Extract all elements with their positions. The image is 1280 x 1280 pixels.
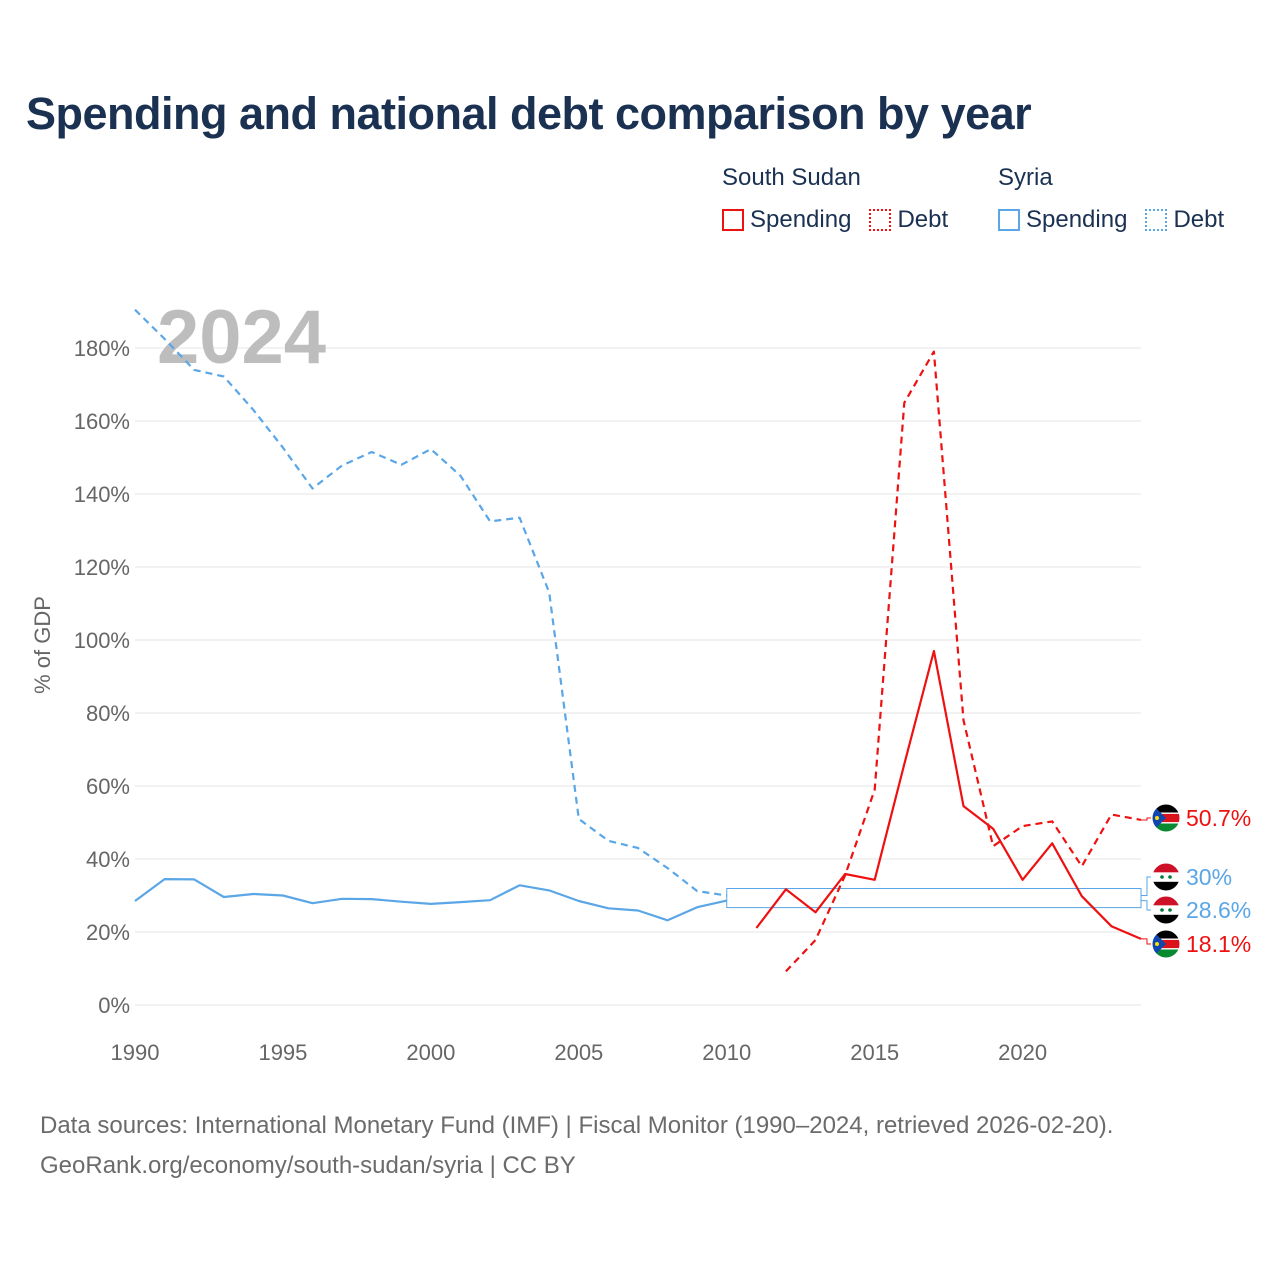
x-tick-label: 1990 xyxy=(111,1040,160,1065)
y-tick-label: 100% xyxy=(74,628,130,653)
x-tick-label: 2010 xyxy=(702,1040,751,1065)
south-sudan-flag-icon xyxy=(1151,803,1181,833)
x-axis: 1990 1995 2000 2005 2010 2015 2020 xyxy=(111,1040,1048,1065)
syria-flag-icon xyxy=(1151,862,1181,892)
x-tick-label: 1995 xyxy=(258,1040,307,1065)
end-label-value: 50.7% xyxy=(1186,805,1251,831)
y-axis: 0% 20% 40% 60% 80% 100% 120% 140% 160% 180% xyxy=(74,336,130,1018)
y-tick-label: 120% xyxy=(74,555,130,580)
y-axis-label: % of GDP xyxy=(30,596,55,694)
legend-swatch-dotted xyxy=(869,209,892,231)
south-sudan-flag-icon xyxy=(1151,929,1181,959)
series-line-syria-debt xyxy=(134,308,727,897)
y-tick-label: 80% xyxy=(86,701,130,726)
x-tick-label: 2005 xyxy=(554,1040,603,1065)
y-tick-label: 140% xyxy=(74,482,130,507)
legend-group-name: South Sudan xyxy=(722,164,861,191)
series-line-south-sudan-debt xyxy=(785,350,1142,973)
legend-swatch-solid xyxy=(722,209,744,231)
end-label-connector xyxy=(1141,876,1151,896)
gridlines xyxy=(135,347,1141,1006)
legend-label: Spending xyxy=(1026,206,1128,233)
legend-group-syria: Syria Spending Debt xyxy=(998,163,1224,235)
y-tick-label: 60% xyxy=(86,774,130,799)
legend-swatch-solid xyxy=(998,209,1020,231)
x-tick-label: 2000 xyxy=(406,1040,455,1065)
end-label-value: 18.1% xyxy=(1186,931,1251,957)
end-label-connector xyxy=(1141,900,1151,911)
end-label-connector xyxy=(1141,817,1151,821)
series-lines xyxy=(134,308,1142,973)
footer: Data sources: International Monetary Fun… xyxy=(40,1106,1113,1186)
end-label-value: 28.6% xyxy=(1186,897,1251,923)
legend-group-name: Syria xyxy=(998,164,1053,191)
attribution-link[interactable]: GeoRank.org/economy/south-sudan/syria | … xyxy=(40,1152,576,1179)
legend-label: Debt xyxy=(1173,206,1225,233)
end-label-connector xyxy=(1141,938,1151,945)
end-labels: 50.7% 30% 28.6% 18.1% xyxy=(1141,803,1251,959)
y-tick-label: 20% xyxy=(86,920,130,945)
chart-title: Spending and national debt comparison by… xyxy=(26,88,1032,139)
y-tick-label: 0% xyxy=(98,993,130,1018)
x-tick-label: 2015 xyxy=(850,1040,899,1065)
legend-syria-debt[interactable]: Debt xyxy=(1145,205,1224,235)
legend-syria-spending[interactable]: Spending xyxy=(998,205,1127,235)
y-tick-label: 180% xyxy=(74,336,130,361)
legend-label: Spending xyxy=(750,206,852,233)
legend-south-sudan-debt[interactable]: Debt xyxy=(869,205,948,235)
year-watermark: 2024 xyxy=(157,295,326,380)
y-tick-label: 40% xyxy=(86,847,130,872)
x-tick-label: 2020 xyxy=(998,1040,1047,1065)
series-line-south-sudan-spending xyxy=(755,649,1142,940)
chart-plot-area: 2024 0%20%40%60%80%100%120%140%160%180% … xyxy=(30,295,1251,1065)
series-line-syria-spending xyxy=(134,877,728,922)
end-label-value: 30% xyxy=(1186,864,1232,890)
syria-flag-icon xyxy=(1151,895,1181,925)
data-sources: Data sources: International Monetary Fun… xyxy=(40,1112,1114,1139)
y-tick-label: 160% xyxy=(74,409,130,434)
legend-south-sudan-spending[interactable]: Spending xyxy=(722,205,851,235)
syria-label-bridge xyxy=(726,888,1142,909)
legend-swatch-dotted xyxy=(1145,209,1168,231)
legend-group-south-sudan: South Sudan Spending Debt xyxy=(722,163,948,235)
legend-label: Debt xyxy=(897,206,949,233)
